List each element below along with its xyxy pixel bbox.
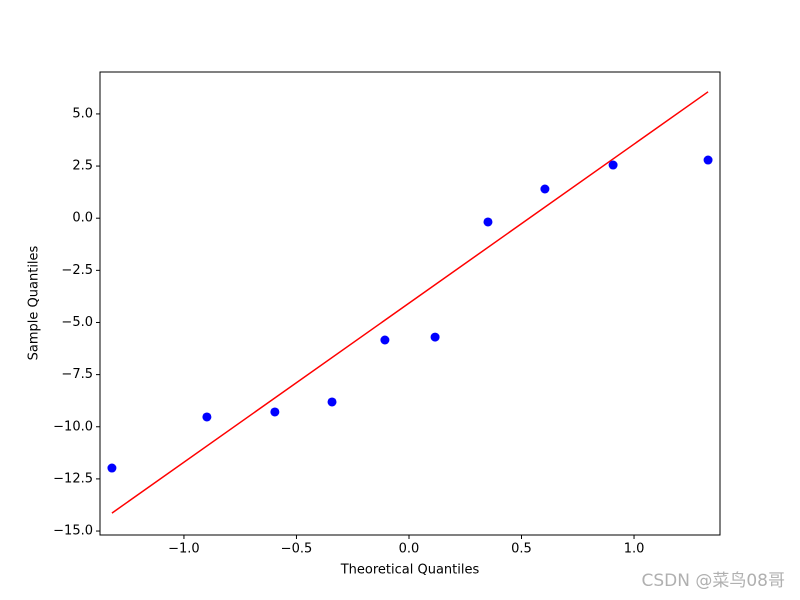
- reference-line: [111, 91, 709, 514]
- y-tick-label: 5.0: [72, 106, 93, 121]
- y-tick-label: −2.5: [61, 263, 93, 278]
- y-tick-label: −12.5: [53, 471, 93, 486]
- y-axis-label: Sample Quantiles: [27, 245, 42, 360]
- y-tick-label: −15.0: [53, 524, 93, 539]
- x-tick-label: −1.0: [168, 542, 200, 557]
- point: [107, 463, 117, 473]
- x-tick-label: 1.0: [624, 542, 645, 557]
- x-axis-label: Theoretical Quantiles: [340, 563, 480, 578]
- plot-frame: [99, 71, 721, 536]
- y-tick-label: 0.0: [72, 211, 93, 226]
- point: [380, 335, 390, 345]
- point: [483, 217, 493, 227]
- point: [270, 407, 280, 417]
- x-tick-label: −0.5: [281, 542, 313, 557]
- watermark: CSDN @菜鸟08哥: [641, 571, 785, 591]
- point: [608, 160, 618, 170]
- y-tick-label: −7.5: [61, 367, 93, 382]
- point: [430, 332, 440, 342]
- x-tick-label: 0.5: [511, 542, 532, 557]
- point: [540, 184, 550, 194]
- y-tick-label: −10.0: [53, 419, 93, 434]
- y-tick-label: 2.5: [72, 159, 93, 174]
- x-tick-label: 0.0: [399, 542, 420, 557]
- y-tick-label: −5.0: [61, 315, 93, 330]
- point: [703, 155, 713, 165]
- point: [327, 397, 337, 407]
- point: [202, 412, 212, 422]
